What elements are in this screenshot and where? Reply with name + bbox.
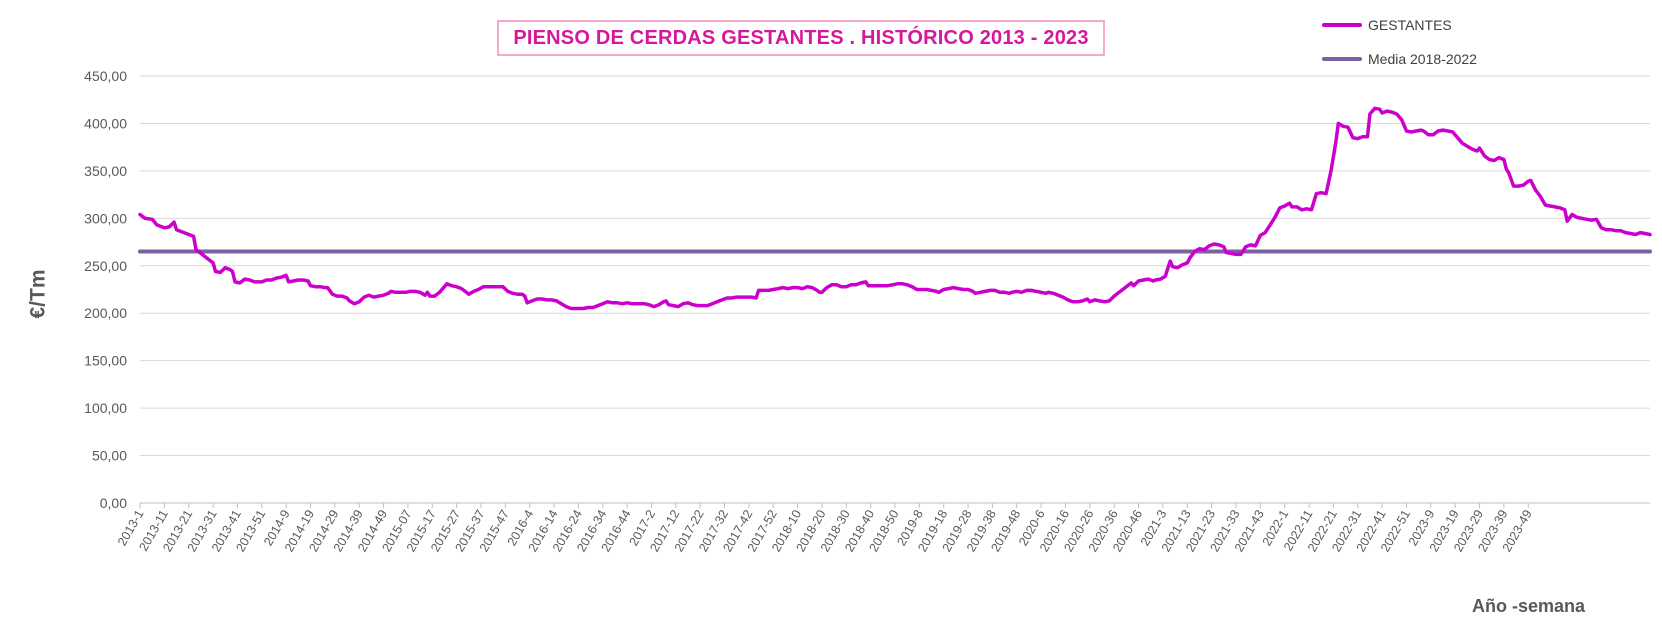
y-tick-label: 150,00 <box>84 353 127 369</box>
legend-swatch-media <box>1322 57 1362 61</box>
x-axis-label: Año -semana <box>1472 596 1586 616</box>
chart-title-text: PIENSO DE CERDAS GESTANTES . HISTÓRICO 2… <box>513 26 1089 49</box>
series-lines <box>138 106 1652 311</box>
y-tick-label: 100,00 <box>84 400 127 416</box>
y-tick-label: 0,00 <box>100 495 127 511</box>
y-tick-label: 400,00 <box>84 115 127 131</box>
y-axis-label: €/Tm <box>26 269 50 319</box>
legend: GESTANTES Media 2018-2022 <box>1322 8 1477 76</box>
y-tick-label: 50,00 <box>92 448 127 464</box>
x-axis <box>139 503 1529 508</box>
y-tick-label: 250,00 <box>84 258 127 274</box>
legend-swatch-gestantes <box>1322 23 1362 27</box>
legend-item-gestantes: GESTANTES <box>1322 8 1477 42</box>
legend-label-media: Media 2018-2022 <box>1368 51 1477 67</box>
y-gridlines <box>140 75 1650 504</box>
y-tick-label: 200,00 <box>84 305 127 321</box>
legend-item-media: Media 2018-2022 <box>1322 42 1477 76</box>
series-line-gestantes <box>138 106 1652 311</box>
y-tick-label: 300,00 <box>84 210 127 226</box>
chart-title: PIENSO DE CERDAS GESTANTES . HISTÓRICO 2… <box>497 20 1105 56</box>
y-tick-labels: 0,00 50,00 100,00 150,00 200,00 250,00 300,00 3… <box>84 68 127 511</box>
x-tick-labels: 2013-12013-112013-212013-312013-412013-5… <box>115 507 1535 554</box>
legend-label-gestantes: GESTANTES <box>1368 17 1452 33</box>
y-tick-label: 350,00 <box>84 163 127 179</box>
y-tick-label: 450,00 <box>84 68 127 84</box>
